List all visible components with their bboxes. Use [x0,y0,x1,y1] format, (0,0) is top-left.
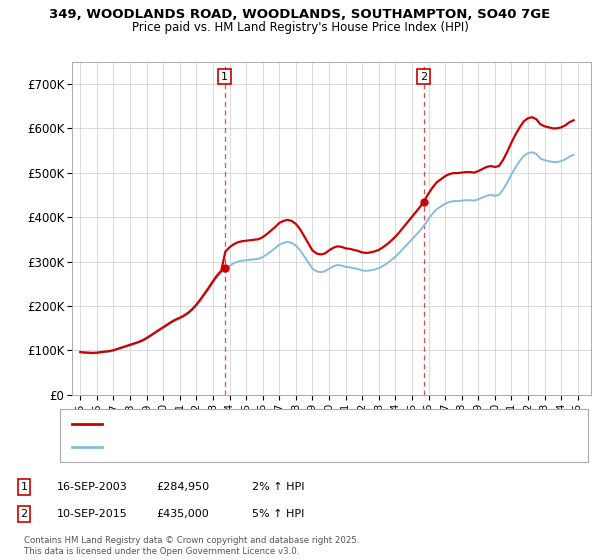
Text: Contains HM Land Registry data © Crown copyright and database right 2025.
This d: Contains HM Land Registry data © Crown c… [24,536,359,556]
Text: 2: 2 [20,509,28,519]
Text: £284,950: £284,950 [156,482,209,492]
Text: 2: 2 [420,72,427,82]
Text: 349, WOODLANDS ROAD, WOODLANDS, SOUTHAMPTON, SO40 7GE: 349, WOODLANDS ROAD, WOODLANDS, SOUTHAMP… [49,8,551,21]
Text: 16-SEP-2003: 16-SEP-2003 [57,482,128,492]
Text: 2% ↑ HPI: 2% ↑ HPI [252,482,305,492]
Text: 1: 1 [221,72,228,82]
Text: 10-SEP-2015: 10-SEP-2015 [57,509,128,519]
Text: 349, WOODLANDS ROAD, WOODLANDS, SOUTHAMPTON, SO40 7GE (detached house): 349, WOODLANDS ROAD, WOODLANDS, SOUTHAMP… [111,419,560,429]
Text: 1: 1 [20,482,28,492]
Text: Price paid vs. HM Land Registry's House Price Index (HPI): Price paid vs. HM Land Registry's House … [131,21,469,34]
Text: 5% ↑ HPI: 5% ↑ HPI [252,509,304,519]
Text: £435,000: £435,000 [156,509,209,519]
Text: HPI: Average price, detached house, New Forest: HPI: Average price, detached house, New … [111,442,362,452]
